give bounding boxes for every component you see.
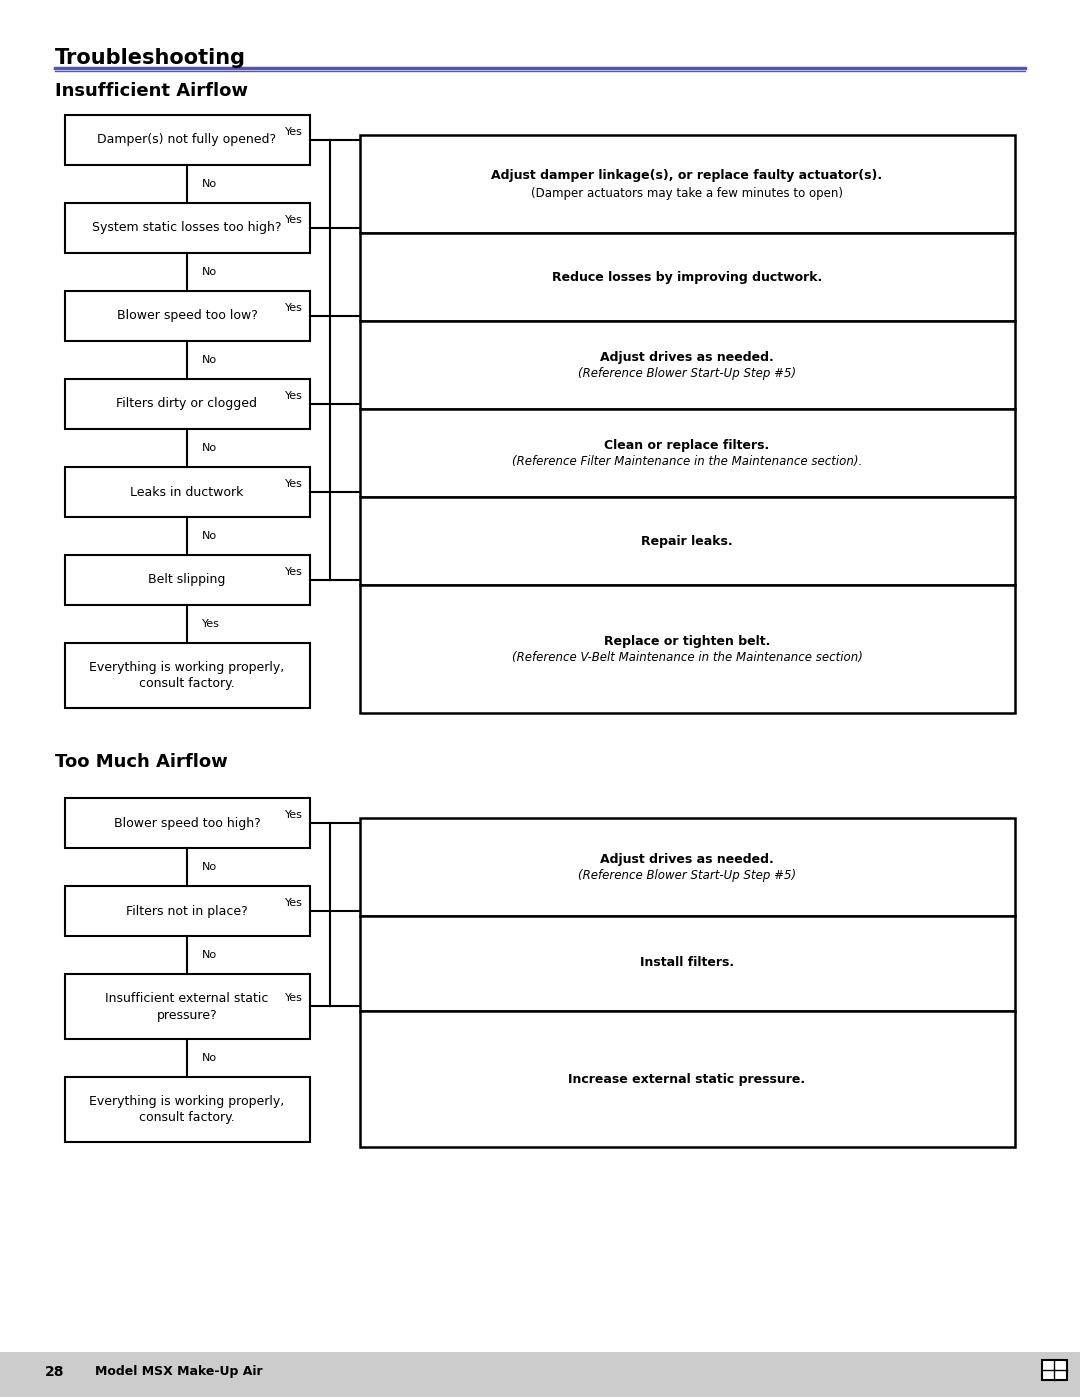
Text: Yes: Yes <box>285 391 302 401</box>
Text: No: No <box>202 443 217 453</box>
Text: Damper(s) not fully opened?: Damper(s) not fully opened? <box>97 134 276 147</box>
Text: Yes: Yes <box>285 303 302 313</box>
Text: Blower speed too low?: Blower speed too low? <box>117 310 257 323</box>
Text: Yes: Yes <box>285 810 302 820</box>
Bar <box>360 497 1015 585</box>
Bar <box>360 233 1015 321</box>
Bar <box>65 203 310 253</box>
Text: Adjust drives as needed.: Adjust drives as needed. <box>600 351 774 363</box>
Bar <box>65 115 310 165</box>
Text: Too Much Airflow: Too Much Airflow <box>55 753 228 771</box>
Bar <box>65 555 310 605</box>
Text: Repair leaks.: Repair leaks. <box>642 535 733 548</box>
Text: Insufficient Airflow: Insufficient Airflow <box>55 82 248 101</box>
Text: Yes: Yes <box>285 215 302 225</box>
Text: consult factory.: consult factory. <box>139 1112 234 1125</box>
Bar <box>360 1011 1015 1147</box>
Bar <box>360 585 1015 712</box>
Text: Filters not in place?: Filters not in place? <box>126 904 248 918</box>
Text: Clean or replace filters.: Clean or replace filters. <box>605 439 770 451</box>
Text: 28: 28 <box>45 1365 65 1379</box>
Text: Adjust drives as needed.: Adjust drives as needed. <box>600 852 774 866</box>
Bar <box>1042 1361 1067 1380</box>
Text: consult factory.: consult factory. <box>139 678 234 690</box>
Text: Yes: Yes <box>285 479 302 489</box>
Text: Belt slipping: Belt slipping <box>148 574 226 587</box>
Text: Insufficient external static: Insufficient external static <box>106 992 269 1006</box>
Text: Everything is working properly,: Everything is working properly, <box>90 662 285 675</box>
Text: Yes: Yes <box>285 567 302 577</box>
Text: Everything is working properly,: Everything is working properly, <box>90 1095 285 1108</box>
Text: (Reference V-Belt Maintenance in the Maintenance section): (Reference V-Belt Maintenance in the Mai… <box>512 651 863 665</box>
Text: Leaks in ductwork: Leaks in ductwork <box>131 486 244 499</box>
Bar <box>360 916 1015 1011</box>
Text: Replace or tighten belt.: Replace or tighten belt. <box>604 634 770 647</box>
Text: Yes: Yes <box>285 898 302 908</box>
Bar <box>360 321 1015 409</box>
Text: pressure?: pressure? <box>157 1009 217 1021</box>
Text: System static losses too high?: System static losses too high? <box>92 222 282 235</box>
Bar <box>65 886 310 936</box>
Text: No: No <box>202 267 217 277</box>
Text: Troubleshooting: Troubleshooting <box>55 47 246 68</box>
Text: Yes: Yes <box>285 993 302 1003</box>
Text: (Damper actuators may take a few minutes to open): (Damper actuators may take a few minutes… <box>531 187 843 200</box>
Text: Blower speed too high?: Blower speed too high? <box>113 816 260 830</box>
Text: Increase external static pressure.: Increase external static pressure. <box>568 1073 806 1085</box>
Text: No: No <box>202 355 217 365</box>
Text: Model MSX Make-Up Air: Model MSX Make-Up Air <box>95 1365 262 1379</box>
Bar <box>65 974 310 1039</box>
Bar <box>65 798 310 848</box>
Text: Adjust damper linkage(s), or replace faulty actuator(s).: Adjust damper linkage(s), or replace fau… <box>491 169 882 182</box>
Text: (Reference Blower Start-Up Step #5): (Reference Blower Start-Up Step #5) <box>578 367 796 380</box>
Bar <box>65 643 310 708</box>
Bar <box>65 1077 310 1141</box>
Text: (Reference Filter Maintenance in the Maintenance section).: (Reference Filter Maintenance in the Mai… <box>512 455 862 468</box>
Text: No: No <box>202 862 217 872</box>
Text: (Reference Blower Start-Up Step #5): (Reference Blower Start-Up Step #5) <box>578 869 796 883</box>
Bar <box>65 291 310 341</box>
Bar <box>0 1352 1080 1397</box>
Text: No: No <box>202 1053 217 1063</box>
Text: No: No <box>202 950 217 960</box>
Bar <box>65 379 310 429</box>
Text: No: No <box>202 179 217 189</box>
Text: Yes: Yes <box>202 619 220 629</box>
Text: Yes: Yes <box>285 127 302 137</box>
Bar <box>65 467 310 517</box>
Text: Filters dirty or clogged: Filters dirty or clogged <box>117 398 257 411</box>
Text: Reduce losses by improving ductwork.: Reduce losses by improving ductwork. <box>552 271 822 284</box>
Bar <box>360 136 1015 233</box>
Bar <box>360 409 1015 497</box>
Text: Install filters.: Install filters. <box>640 957 734 970</box>
Text: No: No <box>202 531 217 541</box>
Bar <box>360 819 1015 916</box>
